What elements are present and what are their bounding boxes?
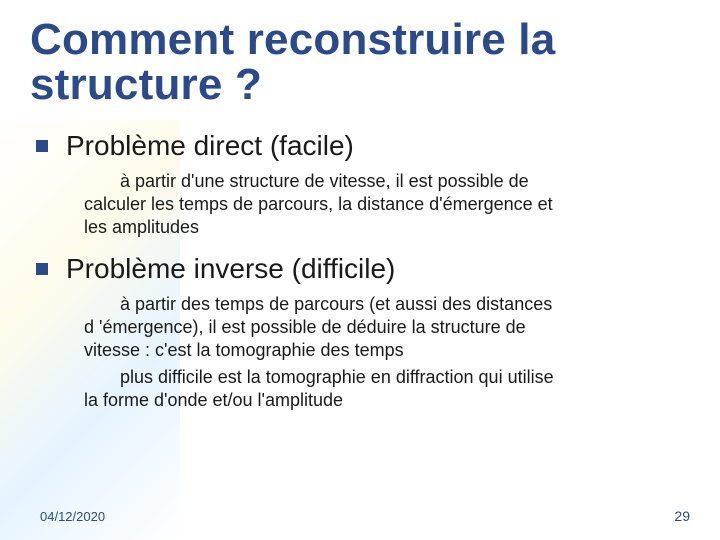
square-bullet-icon <box>36 263 48 275</box>
section-paragraph: à partir d'une structure de vitesse, il … <box>84 170 560 239</box>
slide-title: Comment reconstruire la structure ? <box>30 18 690 108</box>
section-header: Problème inverse (difficile) <box>30 253 690 285</box>
footer-date: 04/12/2020 <box>40 509 105 524</box>
section-heading: Problème direct (facile) <box>66 130 354 162</box>
section-direct: Problème direct (facile) à partir d'une … <box>30 130 690 239</box>
footer-page-number: 29 <box>674 508 690 524</box>
section-paragraph: plus difficile est la tomographie en dif… <box>84 366 560 412</box>
section-header: Problème direct (facile) <box>30 130 690 162</box>
footer: 04/12/2020 29 <box>40 508 690 524</box>
slide: Comment reconstruire la structure ? Prob… <box>0 0 720 540</box>
section-paragraph: à partir des temps de parcours (et aussi… <box>84 293 560 362</box>
section-inverse: Problème inverse (difficile) à partir de… <box>30 253 690 412</box>
square-bullet-icon <box>36 140 48 152</box>
section-heading: Problème inverse (difficile) <box>66 253 395 285</box>
